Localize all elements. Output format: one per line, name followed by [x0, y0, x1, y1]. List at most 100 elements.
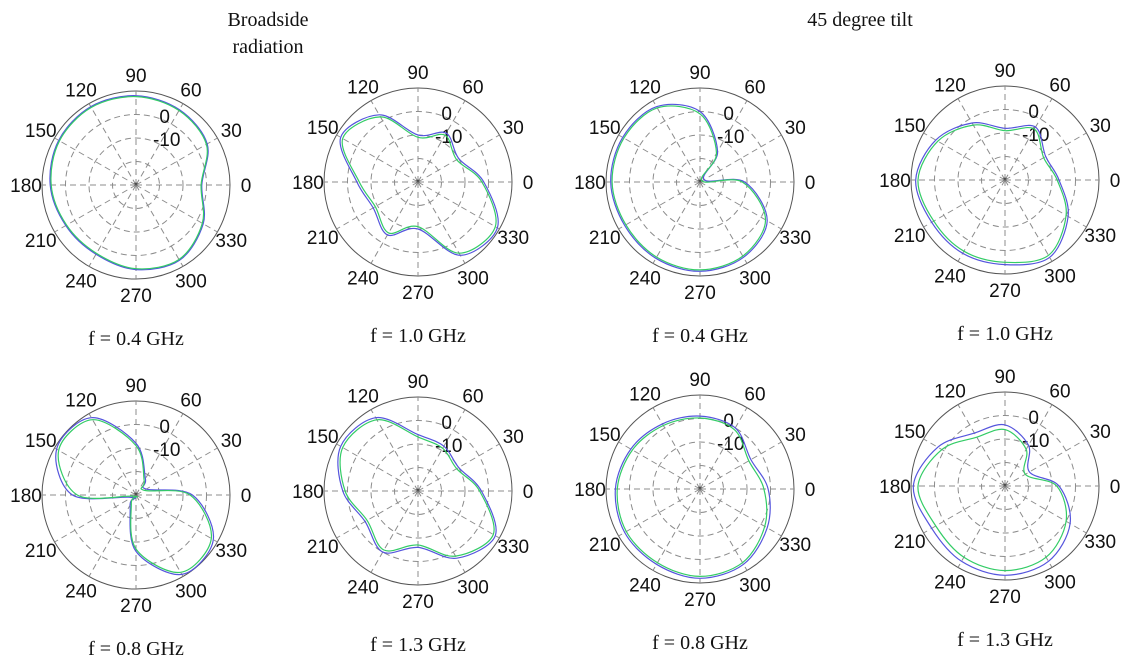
grid-spoke: [336, 443, 419, 492]
angle-tick-label: 300: [1044, 572, 1076, 593]
grid-ring: [370, 443, 466, 539]
plot-caption: f = 0.4 GHz: [652, 325, 748, 347]
grid-spoke: [54, 447, 137, 496]
grid-spoke: [370, 409, 419, 492]
grid-spoke: [652, 407, 701, 490]
pattern-trace-2: [50, 95, 208, 270]
grid-spoke: [618, 488, 701, 537]
angle-tick-label: 270: [684, 590, 716, 611]
angle-tick-label: 120: [629, 385, 661, 406]
angle-tick-label: 90: [125, 66, 146, 87]
grid-ring: [88, 137, 184, 233]
grid-spoke: [699, 488, 748, 571]
angle-tick-label: 90: [994, 61, 1015, 82]
grid-spoke: [699, 488, 782, 537]
angle-tick-label: 30: [785, 425, 806, 446]
grid-spoke: [1004, 179, 1053, 262]
grid-spoke: [88, 103, 137, 186]
angle-tick-label: 270: [120, 286, 152, 307]
angle-tick-label: 0: [1110, 477, 1121, 498]
pattern-trace-1: [912, 423, 1072, 576]
radial-tick-label: -10: [153, 130, 180, 151]
angle-tick-label: 120: [65, 391, 97, 412]
grid-ring: [88, 447, 184, 543]
grid-spoke: [417, 490, 500, 539]
center-marker: *: [1003, 176, 1007, 187]
pattern-trace-2: [339, 419, 495, 557]
grid-spoke: [1004, 98, 1053, 181]
grid-spoke: [1004, 179, 1087, 228]
grid-spoke: [88, 494, 137, 577]
grid-spoke: [618, 181, 701, 230]
grid-ring: [957, 132, 1053, 228]
angle-tick-label: 30: [785, 118, 806, 139]
grid-spoke: [699, 441, 782, 490]
radial-tick-label: -10: [1022, 125, 1049, 146]
angle-tick-label: 60: [1049, 382, 1070, 403]
angle-tick-label: 330: [497, 228, 529, 249]
radial-tick-label: 0: [1028, 102, 1039, 123]
grid-spoke: [1004, 132, 1087, 181]
grid-spoke: [618, 134, 701, 183]
grid-spoke: [699, 134, 782, 183]
angle-tick-label: 120: [934, 76, 966, 97]
grid-spoke: [135, 184, 218, 233]
angle-tick-label: 210: [589, 228, 621, 249]
angle-tick-label: 30: [503, 118, 524, 139]
angle-tick-label: 210: [307, 228, 339, 249]
angle-tick-label: 60: [180, 391, 201, 412]
radial-tick-label: -10: [717, 127, 744, 148]
angle-tick-label: 60: [744, 385, 765, 406]
grid-spoke: [88, 413, 137, 496]
grid-spoke: [417, 181, 500, 230]
pattern-trace-1: [49, 95, 209, 271]
grid-spoke: [135, 494, 184, 577]
angle-tick-label: 300: [457, 577, 489, 598]
grid-spoke: [417, 134, 500, 183]
angle-tick-label: 210: [25, 231, 57, 252]
grid-spoke: [54, 494, 137, 543]
grid-spoke: [135, 184, 184, 267]
grid-spoke: [336, 181, 419, 230]
pattern-trace-2: [57, 419, 212, 573]
angle-tick-label: 30: [221, 121, 242, 142]
center-marker: *: [1003, 482, 1007, 493]
pattern-trace-1: [55, 417, 214, 576]
angle-tick-label: 150: [307, 427, 339, 448]
angle-tick-label: 0: [523, 482, 534, 503]
radial-tick-label: 0: [441, 413, 452, 434]
grid-spoke: [336, 490, 419, 539]
grid-spoke: [417, 443, 500, 492]
plot-caption: f = 1.3 GHz: [370, 634, 466, 656]
grid-spoke: [618, 441, 701, 490]
angle-tick-label: 330: [1084, 532, 1116, 553]
angle-tick-label: 270: [989, 281, 1021, 302]
grid-spoke: [699, 407, 748, 490]
angle-tick-label: 90: [125, 376, 146, 397]
angle-tick-label: 150: [894, 422, 926, 443]
angle-tick-label: 90: [689, 63, 710, 84]
grid-spoke: [135, 447, 218, 496]
grid-spoke: [135, 494, 218, 543]
angle-tick-label: 90: [689, 370, 710, 391]
plot-caption: f = 0.4 GHz: [88, 328, 184, 350]
angle-tick-label: 240: [934, 266, 966, 287]
grid-spoke: [417, 490, 466, 573]
angle-tick-label: 0: [241, 486, 252, 507]
angle-tick-label: 90: [994, 367, 1015, 388]
grid-spoke: [652, 488, 701, 571]
grid-spoke: [135, 137, 218, 186]
grid-spoke: [652, 100, 701, 183]
pattern-trace-2: [917, 428, 1068, 572]
angle-tick-label: 120: [347, 387, 379, 408]
radial-tick-label: 0: [159, 107, 170, 128]
grid-spoke: [370, 181, 419, 264]
angle-tick-label: 180: [292, 482, 324, 503]
plot-caption: f = 1.0 GHz: [957, 323, 1053, 345]
angle-tick-label: 180: [10, 176, 42, 197]
